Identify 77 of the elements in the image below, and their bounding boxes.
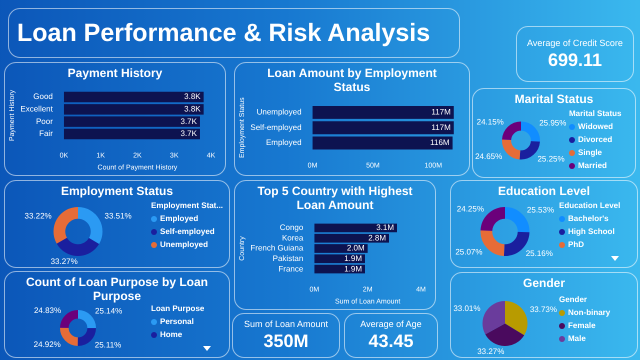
data-label: 33.22% (24, 211, 52, 220)
legend-title: Education Level (559, 201, 620, 210)
text: 699.11 (548, 50, 602, 70)
data-label: 117M (431, 122, 452, 132)
legend-label: Divorced (578, 135, 612, 144)
data-label: 116M (430, 138, 450, 148)
legend-label: Single (578, 148, 602, 157)
legend-label: Personal (160, 317, 194, 326)
data-label: 24.83% (34, 306, 62, 316)
data-label: 2.0M (346, 244, 365, 253)
text: 350M (263, 331, 309, 352)
text: Average of Credit Score (527, 38, 623, 48)
text: 43.45 (368, 331, 414, 352)
data-label: 24.92% (34, 340, 61, 349)
legend-label: Home (160, 330, 182, 339)
y-tick-label: Employed (266, 138, 302, 148)
y-tick-label: Congo (280, 223, 304, 232)
chart-title: Education Level (496, 183, 592, 199)
legend-label: Unemployed (160, 240, 208, 249)
legend-label: Employed (160, 214, 198, 223)
chart-title: Payment History (66, 65, 164, 82)
data-label: 25.14% (95, 306, 122, 316)
data-label: 2.8M (368, 233, 386, 242)
data-label: 24.15% (476, 118, 504, 127)
legend-label: Female (568, 321, 596, 330)
data-label: 25.11% (94, 340, 122, 350)
chart-title: Top 5 Country with Highest Loan Amount (256, 183, 414, 214)
data-label: 3.8K (184, 104, 202, 114)
y-tick-label: French Guiana (250, 244, 304, 253)
y-tick-label: Excellent (20, 104, 54, 114)
data-label: 3.1M (376, 223, 394, 232)
chart-title: Gender (522, 275, 566, 292)
legend-label: Married (578, 161, 607, 170)
legend-label: Widowed (578, 122, 614, 131)
legend-label: High School (568, 227, 615, 236)
y-tick-label: Poor (36, 116, 54, 126)
chart-title: Count of Loan Purpose by Loan Purpose (25, 274, 209, 303)
legend-label: PhD (568, 240, 584, 249)
text: Average of Age (360, 319, 422, 329)
y-tick-label: Good (33, 92, 53, 102)
legend-label: Non-binary (568, 308, 610, 317)
data-label: 25.07% (455, 247, 482, 256)
data-label: 25.16% (526, 249, 553, 258)
legend-title: Loan Purpose (151, 304, 204, 313)
data-label: 25.53% (526, 205, 554, 214)
text: Loan Performance & Risk Analysis (17, 18, 430, 48)
legend-label: Male (568, 334, 586, 343)
data-label: 25.25% (537, 154, 565, 164)
y-tick-label: Unemployed (256, 108, 302, 117)
data-label: 33.51% (104, 212, 132, 221)
data-label: 33.27% (477, 347, 504, 356)
data-label: 25.95% (539, 118, 566, 128)
legend-title: Employment Stat... (151, 201, 224, 210)
y-tick-label: Pakistan (272, 254, 304, 263)
data-label: 33.01% (453, 304, 480, 314)
chart-title: Employment Status (60, 183, 174, 199)
legend-label: Bachelor's (568, 214, 609, 223)
legend-label: Self-employed (160, 227, 215, 236)
y-tick-label: Korea (282, 233, 304, 242)
data-label: 3.7K (180, 116, 198, 126)
data-label: 24.25% (456, 204, 484, 214)
legend-title: Gender (559, 295, 588, 304)
chart-title: Loan Amount by Employment Status (266, 65, 438, 96)
text: Sum of Loan Amount (244, 319, 328, 329)
y-tick-label: France (278, 264, 304, 274)
data-label: 1.9M (344, 264, 362, 274)
data-label: 3.8K (184, 92, 202, 102)
y-tick-label: Self-employed (250, 122, 302, 132)
data-label: 33.27% (50, 257, 78, 266)
data-label: 117M (431, 108, 452, 117)
data-label: 24.65% (475, 152, 502, 162)
data-label: 1.9M (344, 254, 362, 263)
legend-title: Marital Status (569, 109, 622, 118)
chart-title: Marital Status (514, 91, 594, 107)
y-tick-label: Fair (39, 129, 54, 138)
data-label: 33.73% (530, 304, 557, 314)
data-label: 3.7K (180, 129, 198, 138)
